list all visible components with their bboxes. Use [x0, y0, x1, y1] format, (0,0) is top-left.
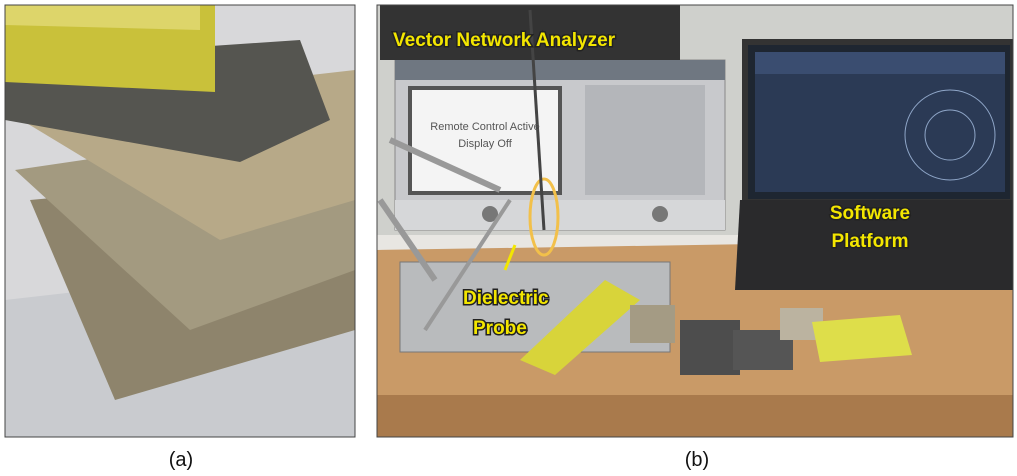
screen-text: Display Off: [458, 138, 513, 150]
screen-text: Remote Control Active: [430, 121, 539, 133]
annotation-label: Software: [830, 203, 910, 224]
photo-lab-setup: [377, 5, 1013, 437]
annotation-label: Dielectric: [463, 288, 549, 309]
annotation-label: Vector Network Analyzer: [393, 30, 616, 51]
panel-caption: (b): [685, 449, 709, 471]
annotation-label: Platform: [831, 231, 908, 252]
photo-materials: [5, 5, 355, 437]
panel-caption: (a): [169, 449, 193, 471]
figure: Remote Control Active Display Off Vector…: [0, 0, 1017, 476]
annotation-label: Probe: [473, 318, 527, 339]
